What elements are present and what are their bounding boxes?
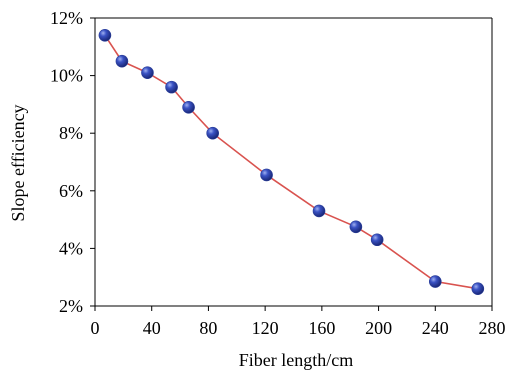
- y-tick-label: 8%: [59, 123, 83, 143]
- y-tick-label: 2%: [59, 296, 83, 316]
- x-tick-label: 240: [422, 318, 449, 338]
- data-point: [471, 282, 485, 296]
- data-point: [428, 275, 442, 288]
- data-point: [98, 28, 112, 42]
- data-point: [182, 100, 195, 114]
- data-point: [115, 54, 129, 68]
- x-tick-label: 200: [365, 318, 392, 338]
- data-point: [141, 66, 154, 80]
- x-tick-label: 80: [199, 318, 217, 338]
- x-tick-label: 160: [308, 318, 335, 338]
- y-tick-label: 6%: [59, 181, 83, 201]
- data-point: [206, 126, 219, 140]
- y-tick-label: 12%: [50, 8, 83, 28]
- series-layer: [98, 28, 485, 296]
- data-point: [165, 80, 178, 94]
- y-axis-ticks: 2% 4% 6% 8% 10% 12%: [50, 8, 95, 316]
- x-tick-label: 0: [91, 318, 100, 338]
- y-tick-label: 10%: [50, 66, 83, 86]
- x-axis-ticks: 0 40 80 120 160 200 240 280: [91, 306, 506, 338]
- data-point: [370, 233, 384, 247]
- y-tick-label: 4%: [59, 238, 83, 258]
- data-point: [260, 168, 273, 182]
- x-tick-label: 40: [143, 318, 161, 338]
- x-tick-label: 280: [479, 318, 506, 338]
- y-axis-title: Slope efficiency: [8, 104, 28, 221]
- series-line: [104, 34, 478, 290]
- axes: [94, 17, 493, 307]
- x-axis-title: Fiber length/cm: [239, 350, 353, 370]
- data-point: [312, 204, 326, 218]
- data-point: [349, 220, 363, 234]
- x-tick-label: 120: [252, 318, 279, 338]
